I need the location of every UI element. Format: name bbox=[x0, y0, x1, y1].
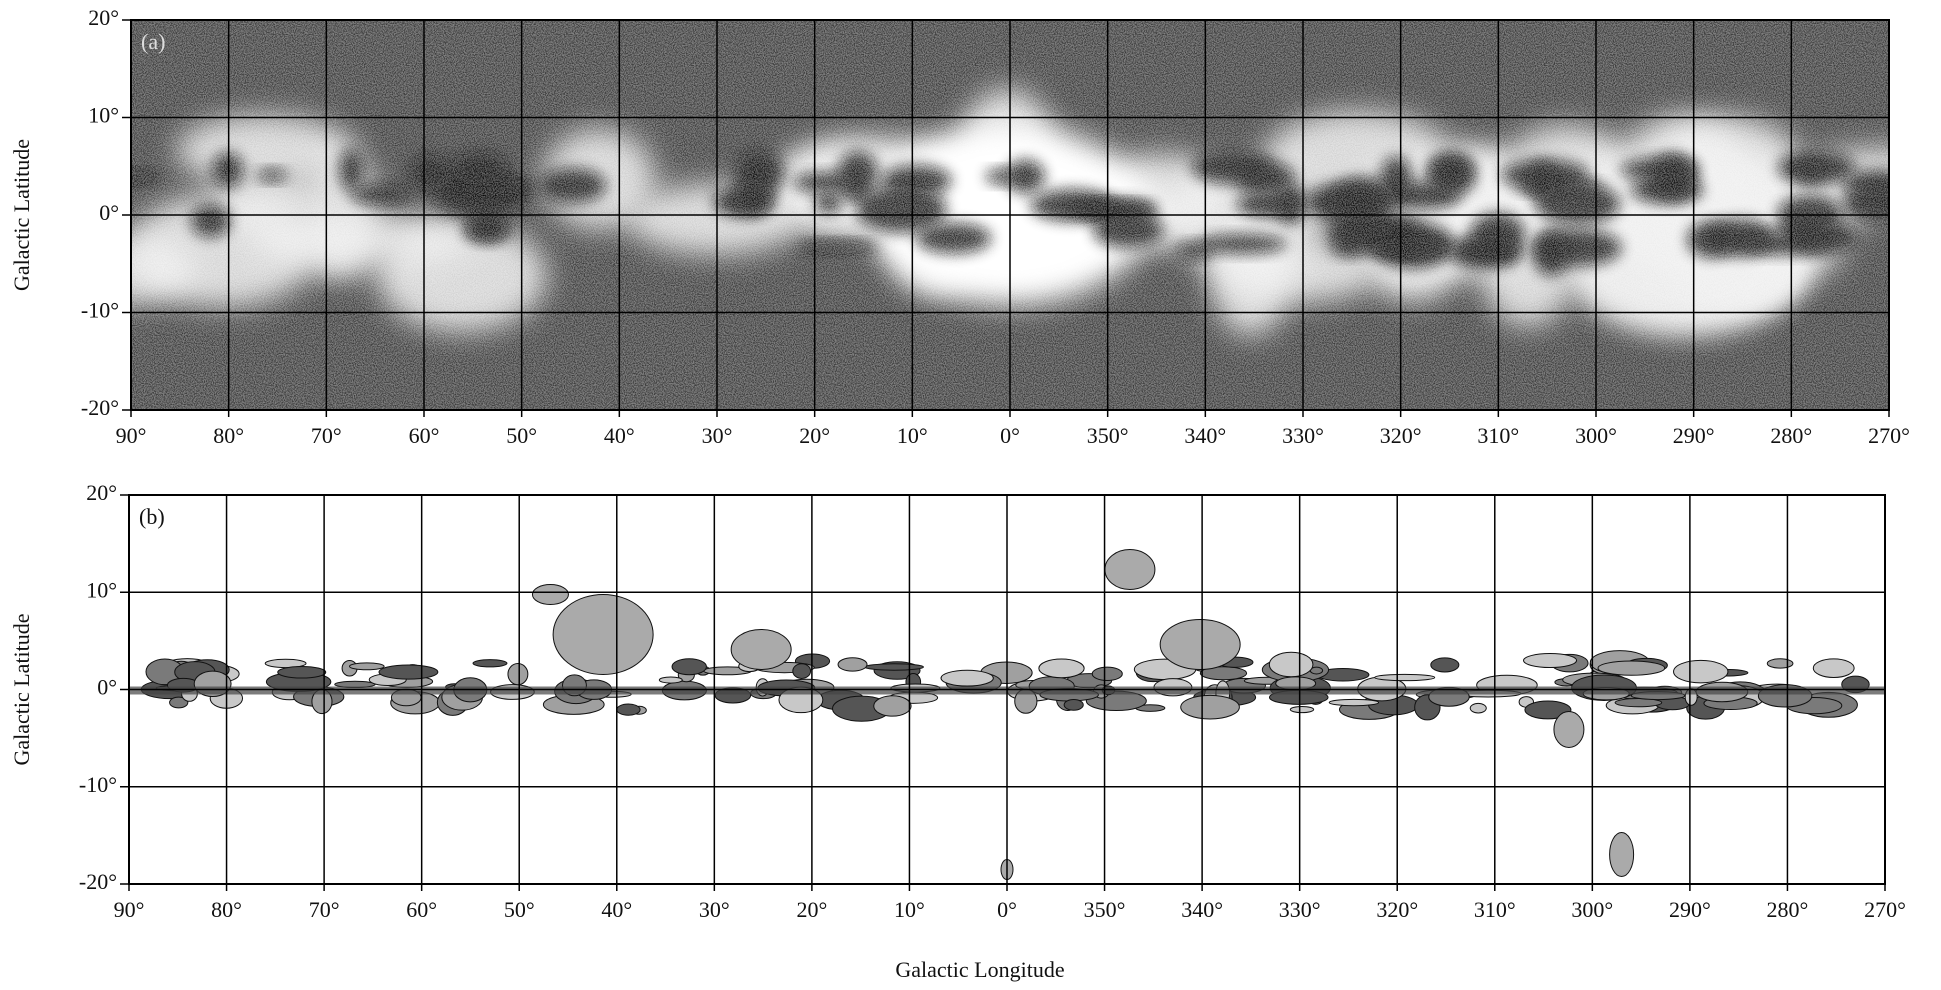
contour bbox=[378, 664, 439, 680]
contour bbox=[169, 696, 189, 709]
contour bbox=[1430, 657, 1460, 673]
y-tick-label: 0° bbox=[97, 675, 117, 700]
contour bbox=[277, 665, 327, 679]
x-tick-label: 290° bbox=[1669, 897, 1711, 922]
panel-label: (a) bbox=[141, 29, 165, 54]
contour bbox=[940, 669, 994, 687]
contour bbox=[658, 676, 683, 684]
x-axis-title: Galactic Longitude bbox=[895, 957, 1064, 982]
contour bbox=[837, 657, 868, 672]
x-tick-label: 270° bbox=[1864, 897, 1906, 922]
x-tick-label: 300° bbox=[1575, 423, 1617, 448]
contour bbox=[873, 695, 912, 717]
y-tick-label: 20° bbox=[88, 5, 119, 30]
contour bbox=[1159, 619, 1241, 670]
x-tick-label: 50° bbox=[506, 423, 537, 448]
y-tick-label: 0° bbox=[99, 200, 119, 225]
y-tick-label: -10° bbox=[81, 298, 119, 323]
x-tick-label: 30° bbox=[702, 423, 733, 448]
contour bbox=[1766, 658, 1794, 669]
x-tick-label: 310° bbox=[1474, 897, 1516, 922]
x-tick-label: 60° bbox=[409, 423, 440, 448]
contour bbox=[1063, 698, 1084, 711]
x-tick-label: 80° bbox=[213, 423, 244, 448]
contour bbox=[1374, 673, 1436, 682]
x-tick-label: 280° bbox=[1767, 897, 1809, 922]
contour bbox=[1104, 549, 1156, 590]
x-tick-label: 0° bbox=[1000, 423, 1020, 448]
contour bbox=[507, 663, 529, 686]
x-tick-label: 350° bbox=[1087, 423, 1129, 448]
contour bbox=[1523, 653, 1578, 669]
contour bbox=[1597, 660, 1666, 676]
contour bbox=[1469, 702, 1487, 714]
x-tick-label: 40° bbox=[604, 423, 635, 448]
panel-label: (b) bbox=[139, 504, 165, 529]
y-tick-label: 10° bbox=[88, 103, 119, 128]
contour bbox=[730, 629, 792, 670]
contour bbox=[616, 703, 641, 716]
contour bbox=[792, 663, 812, 679]
x-tick-label: 30° bbox=[699, 897, 730, 922]
x-tick-label: 80° bbox=[211, 897, 242, 922]
contour bbox=[671, 658, 707, 676]
contour bbox=[864, 663, 924, 671]
contour bbox=[1199, 666, 1248, 681]
x-tick-label: 20° bbox=[796, 897, 827, 922]
x-tick-label: 290° bbox=[1673, 423, 1715, 448]
contour bbox=[1328, 698, 1380, 707]
contour bbox=[552, 594, 654, 675]
x-tick-label: 70° bbox=[309, 897, 340, 922]
contour bbox=[348, 662, 385, 671]
panel-frame bbox=[128, 494, 1886, 885]
x-tick-label: 50° bbox=[504, 897, 535, 922]
contour bbox=[1673, 659, 1729, 684]
x-tick-label: 10° bbox=[897, 423, 928, 448]
x-tick-label: 270° bbox=[1868, 423, 1910, 448]
y-tick-label: -20° bbox=[79, 869, 117, 894]
contour bbox=[1091, 666, 1123, 681]
x-tick-label: 310° bbox=[1477, 423, 1519, 448]
contour bbox=[531, 584, 569, 605]
x-tick-label: 20° bbox=[799, 423, 830, 448]
x-tick-label: 60° bbox=[406, 897, 437, 922]
x-tick-label: 350° bbox=[1084, 897, 1126, 922]
x-tick-label: 300° bbox=[1571, 897, 1613, 922]
y-axis-title: Galactic Latitude bbox=[9, 139, 34, 291]
y-tick-label: 10° bbox=[86, 577, 117, 602]
x-tick-label: 90° bbox=[114, 897, 145, 922]
contour bbox=[1180, 694, 1240, 720]
x-tick-label: 0° bbox=[997, 897, 1017, 922]
x-tick-label: 320° bbox=[1380, 423, 1422, 448]
y-tick-label: -20° bbox=[81, 395, 119, 420]
contour bbox=[1812, 658, 1855, 678]
contour bbox=[1289, 705, 1315, 714]
y-tick-label: 20° bbox=[86, 480, 117, 505]
x-tick-label: 10° bbox=[894, 897, 925, 922]
panel-frame bbox=[130, 19, 1890, 411]
x-tick-label: 340° bbox=[1184, 423, 1226, 448]
contour bbox=[1038, 658, 1085, 679]
y-axis-title: Galactic Latitude bbox=[9, 613, 34, 765]
x-tick-label: 330° bbox=[1279, 897, 1321, 922]
x-tick-label: 320° bbox=[1376, 897, 1418, 922]
contour bbox=[1268, 651, 1314, 678]
x-tick-label: 340° bbox=[1181, 897, 1223, 922]
x-tick-label: 70° bbox=[311, 423, 342, 448]
contour bbox=[1553, 711, 1585, 748]
x-tick-label: 40° bbox=[601, 897, 632, 922]
contour bbox=[1524, 700, 1572, 720]
x-tick-label: 90° bbox=[116, 423, 147, 448]
x-tick-label: 330° bbox=[1282, 423, 1324, 448]
y-tick-label: -10° bbox=[79, 772, 117, 797]
x-tick-label: 280° bbox=[1770, 423, 1812, 448]
contour bbox=[472, 659, 508, 668]
contour bbox=[1609, 832, 1635, 877]
